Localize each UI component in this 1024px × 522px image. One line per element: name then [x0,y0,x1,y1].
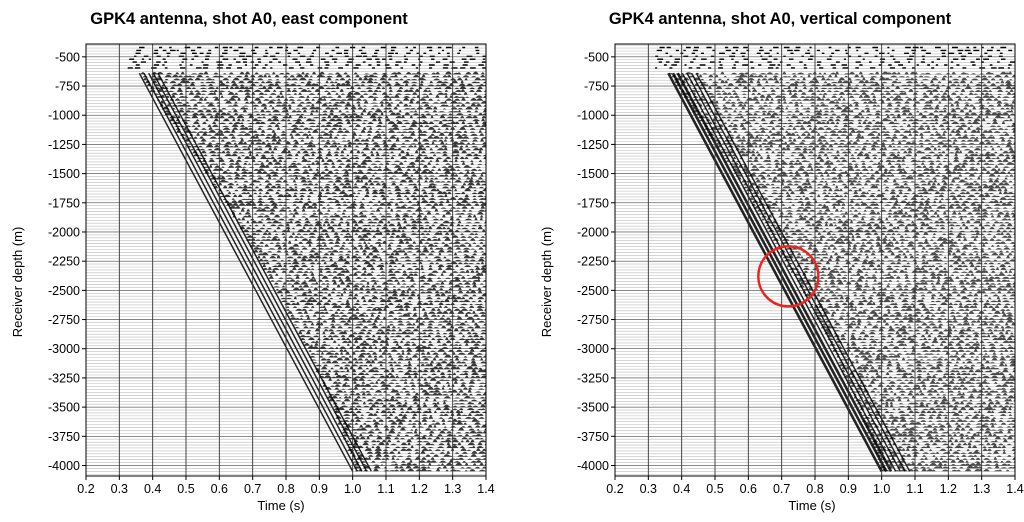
y-tick-label: -2750 [577,313,609,327]
direct-wave-arrival [671,72,888,472]
y-tick-label: -750 [584,80,609,94]
shallow-traces [655,46,1015,69]
x-tick-label: 0.3 [111,482,128,496]
seismic-section [86,44,486,475]
y-tick-label: -3750 [48,430,80,444]
x-tick-label: 0.9 [311,482,328,496]
wiggle-traces [140,71,486,472]
shallow-traces [127,46,486,69]
x-tick-label: 0.6 [211,482,228,496]
x-tick-label: 1.2 [411,482,428,496]
direct-wave-arrival [691,72,906,472]
direct-wave-arrival [148,72,363,472]
y-tick-label: -1000 [577,109,609,123]
y-tick-label: -3250 [48,371,80,385]
x-tick-label: 0.6 [740,482,757,496]
direct-wave-arrival [152,72,368,472]
y-tick-label: -2000 [577,225,609,239]
y-tick-label: -1500 [577,167,609,181]
x-tick-label: 1.1 [906,482,923,496]
direct-wave-arrival [667,72,883,472]
seismic-section [615,44,1015,475]
x-tick-label: 0.4 [673,482,690,496]
x-tick-label: 0.7 [244,482,261,496]
x-tick-label: 0.8 [277,482,294,496]
x-tick-label: 1.4 [1006,482,1023,496]
panel-east-component: GPK4 antenna, shot A0, east component Re… [10,10,495,513]
y-tick-label: -2500 [48,284,80,298]
y-tick-label: -2000 [48,225,80,239]
x-tick-label: 0.3 [640,482,657,496]
chart-title: GPK4 antenna, shot A0, vertical componen… [609,10,952,28]
chart-title: GPK4 antenna, shot A0, east component [90,10,408,28]
y-tick-label: -500 [584,50,609,64]
x-tick-label: 0.5 [177,482,194,496]
y-tick-label: -2250 [48,255,80,269]
x-tick-label: 0.2 [606,482,623,496]
direct-wave-arrival [695,72,911,472]
x-tick-label: 0.8 [806,482,823,496]
y-tick-label: -3250 [577,371,609,385]
x-tick-label: 1.3 [444,482,461,496]
wiggle-traces [668,71,1015,472]
x-tick-label: 0.5 [706,482,723,496]
plot-area: 0.2 0.3 0.4 0.5 0.6 0.7 0.8 0.9 1.0 1.1 1.2 1.3 1.4 -… [577,43,1024,496]
direct-wave-arrival [157,72,372,472]
y-tick-label: -4000 [48,459,80,473]
y-tick-label: -3000 [48,342,80,356]
x-tick-label: 0.9 [840,482,857,496]
direct-wave-arrival [681,72,897,472]
y-tick-label: -2750 [48,313,80,327]
direct-wave-arrival [686,72,901,472]
y-axis-label: Receiver depth (m) [10,227,25,338]
y-tick-label: -1000 [48,109,80,123]
y-tick-label: -3750 [577,430,609,444]
y-tick-label: -1250 [577,138,609,152]
direct-wave-arrival [138,72,354,472]
y-tick-label: -3500 [48,401,80,415]
y-tick-label: -3000 [577,342,609,356]
x-tick-label: 0.2 [77,482,94,496]
x-tick-label: 1.4 [477,482,494,496]
y-tick-label: -1250 [48,138,80,152]
plot-area: 0.2 0.3 0.4 0.5 0.6 0.7 0.8 0.9 1.0 1.1 1.2 1.3 1.4 -… [48,43,495,496]
x-axis-label: Time (s) [788,498,835,513]
x-tick-label: 0.7 [773,482,790,496]
y-tick-label: -2500 [577,284,609,298]
y-tick-label: -750 [55,80,80,94]
x-tick-label: 1.0 [873,482,890,496]
y-tick-label: -2250 [577,255,609,269]
y-tick-label: -1750 [48,196,80,210]
panel-vertical-component: GPK4 antenna, shot A0, vertical componen… [539,10,1024,513]
y-tick-label: -500 [55,50,80,64]
x-tick-label: 1.2 [940,482,957,496]
x-tick-label: 0.4 [144,482,161,496]
y-axis-label: Receiver depth (m) [539,227,554,338]
annotation-circle [757,245,820,308]
y-tick-label: -1500 [48,167,80,181]
x-axis-label: Time (s) [257,498,304,513]
direct-wave-arrival [676,72,893,472]
direct-wave-arrival [143,72,358,472]
x-tick-label: 1.0 [344,482,361,496]
x-tick-label: 1.3 [973,482,990,496]
y-tick-label: -4000 [577,459,609,473]
y-tick-label: -1750 [577,196,609,210]
x-tick-label: 1.1 [377,482,394,496]
y-tick-label: -3500 [577,401,609,415]
